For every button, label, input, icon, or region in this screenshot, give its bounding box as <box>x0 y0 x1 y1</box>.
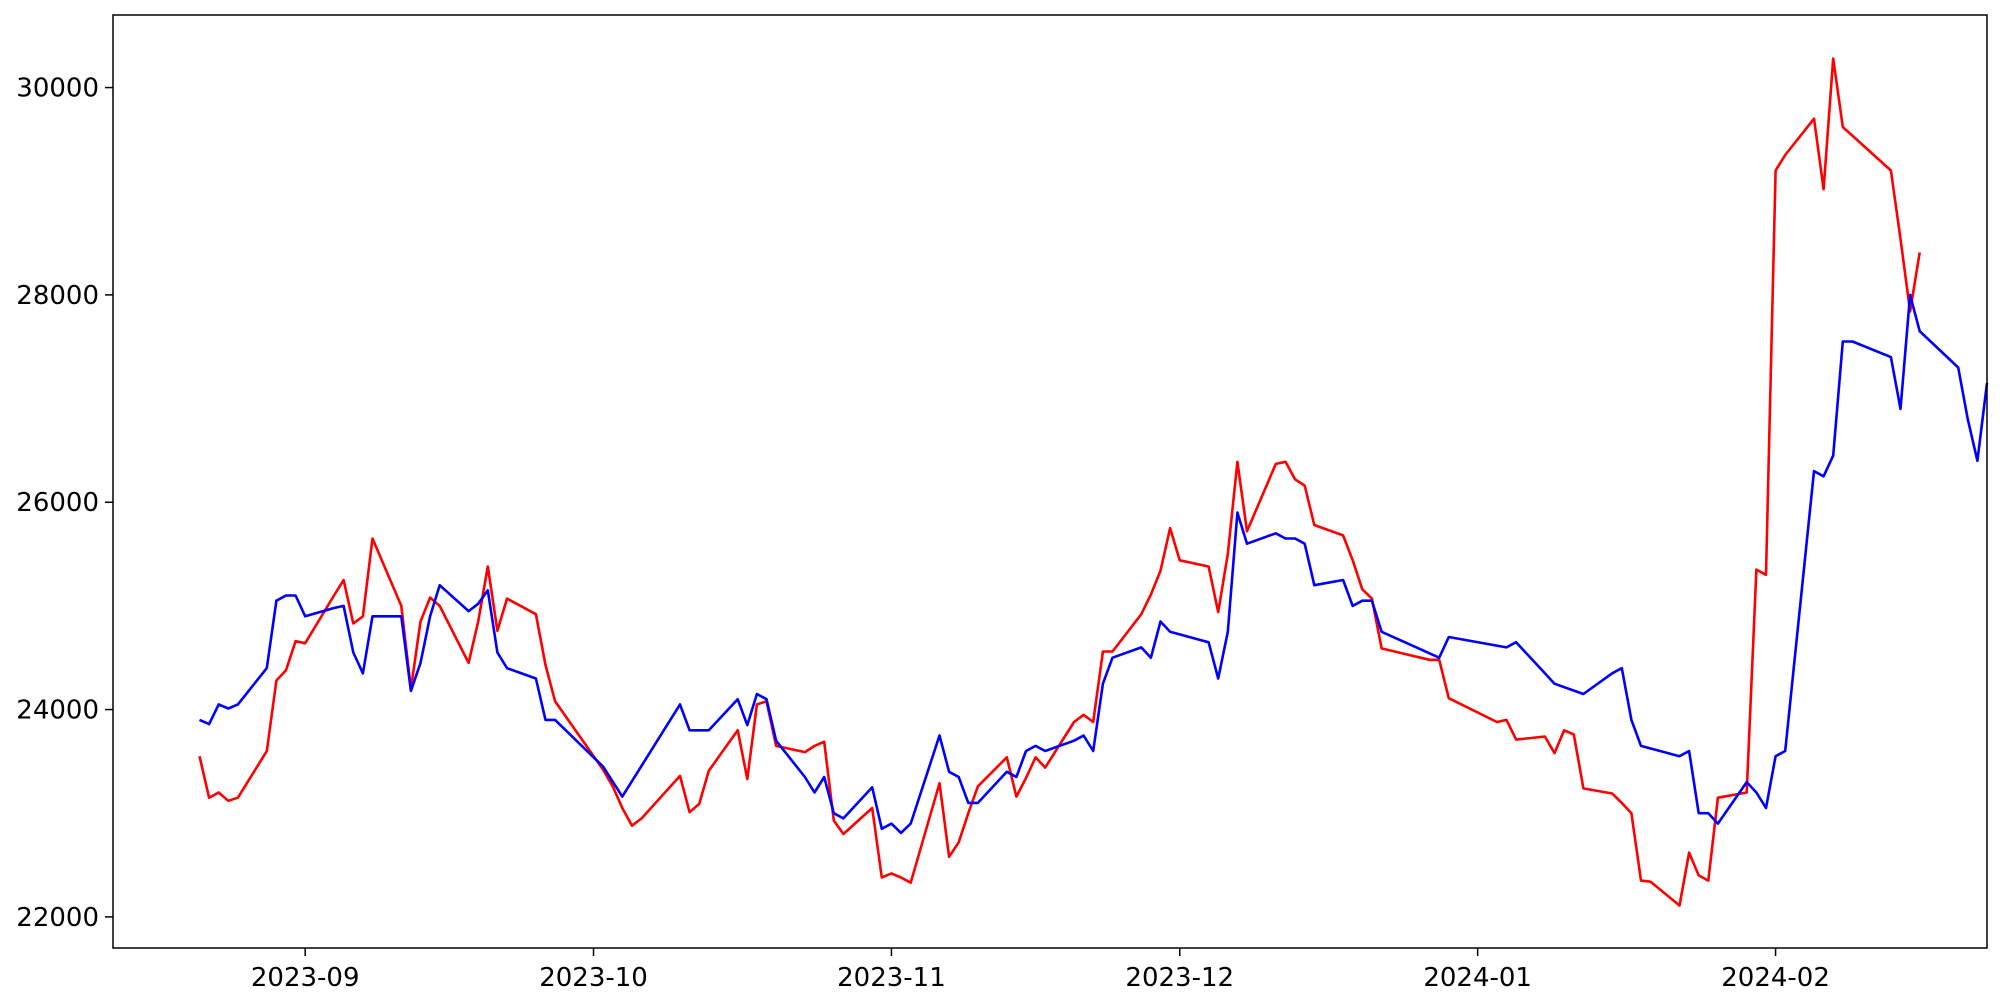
y-tick-label: 26000 <box>16 488 99 518</box>
y-tick-label: 30000 <box>16 74 99 104</box>
x-tick-label: 2023-09 <box>251 963 360 993</box>
x-tick-label: 2023-12 <box>1125 963 1234 993</box>
x-tick-label: 2024-02 <box>1721 963 1830 993</box>
series-layer <box>198 57 1989 907</box>
red-series-line <box>198 57 1921 907</box>
x-tick-label: 2023-11 <box>837 963 946 993</box>
x-tick-label: 2024-01 <box>1423 963 1532 993</box>
y-tick-label: 24000 <box>16 696 99 726</box>
y-axis: 22000 24000 26000 28000 30000 <box>16 74 113 933</box>
x-tick-label: 2023-10 <box>539 963 648 993</box>
y-tick-label: 22000 <box>16 903 99 933</box>
y-tick-label: 28000 <box>16 281 99 311</box>
x-axis: 2023-09 2023-10 2023-11 2023-12 2024-01 2024-… <box>251 948 1830 993</box>
plot-area-frame <box>112 14 1988 949</box>
blue-series-line <box>198 293 1989 835</box>
